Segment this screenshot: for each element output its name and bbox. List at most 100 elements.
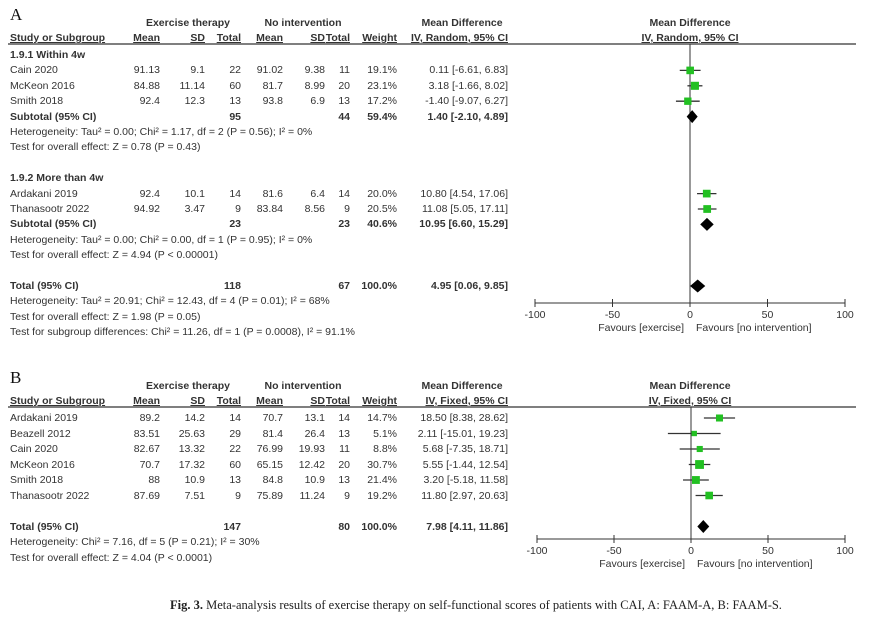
summary-diamond [697,520,710,533]
col-header-weight: Weight [362,395,397,407]
effect-marker [691,430,697,437]
cell-c_total: 13 [338,427,350,440]
group-header-control: No intervention [264,17,342,29]
statistics-note: Test for overall effect: Z = 0.78 (P = 0… [10,141,201,154]
effect-marker [702,189,711,198]
cell-weight: 20.5% [367,203,397,215]
cell-md_text: 4.95 [0.06, 9.85] [430,280,508,292]
effect-marker [684,97,692,105]
cell-e_sd: 17.32 [178,458,205,471]
col-header-e_mean: Mean [133,32,160,44]
cell-md_text: 3.18 [-1.66, 8.02] [428,79,508,92]
cell-c_mean: 84.8 [262,474,283,486]
cell-e_total: 22 [229,64,241,77]
cell-md_text: 0.11 [-6.61, 6.83] [429,64,508,77]
statistics-note: Test for overall effect: Z = 1.98 (P = 0… [10,310,201,323]
favours-right-label: Favours [no intervention] [697,558,813,570]
study-name: Thanasootr 2022 [10,203,90,215]
study-name: Cain 2020 [10,64,58,77]
cell-c_mean: 81.7 [262,79,283,92]
cell-e_sd: 3.47 [184,203,205,215]
col-header-e_mean: Mean [133,395,160,407]
cell-weight: 100.0% [361,280,397,292]
col-header-e_sd: SD [190,395,205,407]
study-name: Smith 2018 [10,474,64,486]
cell-e_sd: 10.9 [184,474,205,486]
cell-c_sd: 10.9 [304,474,325,486]
statistics-note: Test for overall effect: Z = 4.04 (P < 0… [10,551,213,564]
col-header-c_total: Total [325,395,350,407]
cell-e_mean: 88 [148,474,160,486]
cell-e_mean: 92.4 [139,187,160,200]
summary-diamond [700,217,714,231]
cell-c_sd: 11.24 [299,489,326,502]
cell-c_sd: 8.56 [304,203,325,215]
cell-weight: 30.7% [367,458,397,471]
favours-left-label: Favours [exercise] [598,322,684,334]
effect-marker [686,66,694,75]
cell-c_sd: 26.4 [304,427,325,440]
cell-e_sd: 14.2 [184,412,205,424]
cell-c_mean: 76.99 [256,443,283,455]
cell-e_sd: 25.63 [178,427,205,440]
cell-c_mean: 81.6 [262,187,283,200]
x-axis-tick-label: 50 [761,309,774,321]
group-header-mean-difference: Mean Difference [421,380,503,392]
cell-md_text: 3.20 [-5.18, 11.58] [423,474,508,486]
col-header-c_mean: Mean [256,395,283,407]
cell-e_mean: 82.67 [133,443,160,455]
cell-e_mean: 92.4 [139,95,160,108]
study-name: Smith 2018 [10,95,64,108]
x-axis-tick-label: -50 [604,309,621,321]
cell-c_sd: 8.99 [304,79,325,92]
cell-e_total: 14 [229,187,241,200]
effect-marker [690,81,699,90]
cell-c_mean: 70.7 [262,412,283,424]
col-header-c_total: Total [325,32,350,44]
cell-e_sd: 13.32 [178,443,205,455]
x-axis-tick-label: -50 [606,545,622,557]
cell-weight: 23.1% [367,79,397,92]
cell-e_total: 60 [229,458,241,471]
cell-e_mean: 84.88 [133,79,160,92]
cell-weight: 20.0% [367,187,397,200]
cell-c_total: 14 [338,187,350,200]
cell-e_total: 29 [229,427,241,440]
study-name: Beazell 2012 [10,427,71,440]
effect-marker [703,205,712,213]
study-name: Thanasootr 2022 [10,489,90,502]
cell-e_sd: 11.14 [179,79,206,92]
x-axis-tick-label: 0 [687,309,693,321]
cell-weight: 100.0% [361,520,397,533]
cell-e_total: 9 [235,203,241,215]
x-axis-tick-label: -100 [524,309,546,321]
col-header-md_text: IV, Random, 95% CI [410,32,508,44]
col-header-e_total: Total [216,32,241,44]
cell-md_text: 10.95 [6.60, 15.29] [419,218,508,231]
study-name: Cain 2020 [10,443,58,455]
cell-c_sd: 6.9 [310,95,325,108]
cell-c_total: 11 [339,443,350,455]
caption-text: Meta-analysis results of exercise therap… [206,598,782,612]
cell-c_total: 44 [338,110,350,123]
cell-md_text: 18.50 [8.38, 28.62] [420,412,508,424]
cell-weight: 19.2% [367,489,397,502]
col-header-c_mean: Mean [256,32,283,44]
x-axis-tick-label: 0 [688,545,694,557]
total-name: Total (95% CI) [10,520,79,533]
heading-name: 1.9.1 Within 4w [10,49,86,61]
cell-c_sd: 6.4 [310,187,325,200]
cell-c_total: 20 [338,79,350,92]
summary-diamond [686,110,698,124]
panel-label: B [10,368,22,387]
cell-c_total: 9 [344,203,350,215]
cell-md_text: 7.98 [4.11, 11.86] [426,520,508,533]
favours-left-label: Favours [exercise] [599,558,685,570]
x-axis-tick-label: 50 [762,545,774,557]
cell-e_sd: 12.3 [184,95,205,108]
cell-md_text: -1.40 [-9.07, 6.27] [425,95,508,108]
plot-header-title: Mean Difference [649,17,731,29]
col-header-weight: Weight [362,32,397,44]
plot-header-title: Mean Difference [649,380,731,392]
